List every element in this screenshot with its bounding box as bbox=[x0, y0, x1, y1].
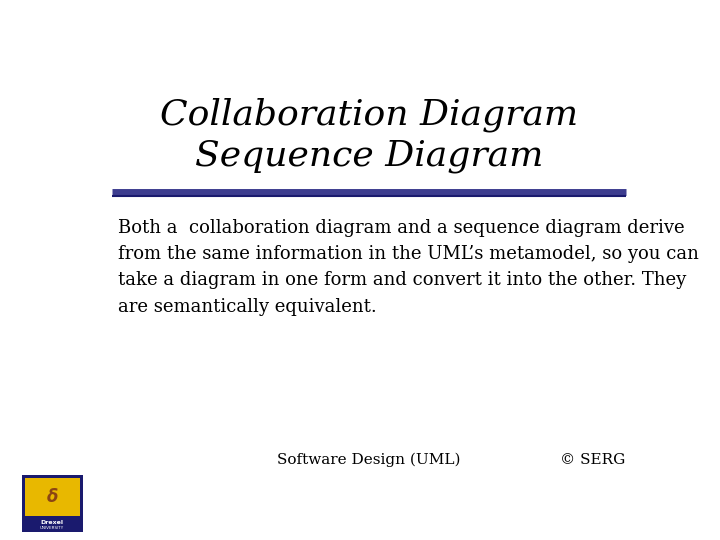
Text: Software Design (UML): Software Design (UML) bbox=[277, 453, 461, 467]
Text: UNIVERSITY: UNIVERSITY bbox=[40, 526, 64, 530]
FancyBboxPatch shape bbox=[22, 475, 83, 532]
Text: Drexel: Drexel bbox=[41, 521, 63, 525]
Text: Collaboration Diagram: Collaboration Diagram bbox=[160, 97, 578, 132]
Text: © SERG: © SERG bbox=[560, 453, 626, 467]
FancyBboxPatch shape bbox=[24, 478, 80, 516]
Text: δ: δ bbox=[47, 488, 58, 506]
Text: Both a  collaboration diagram and a sequence diagram derive
from the same inform: Both a collaboration diagram and a seque… bbox=[118, 219, 699, 316]
Text: Sequence Diagram: Sequence Diagram bbox=[195, 139, 543, 173]
